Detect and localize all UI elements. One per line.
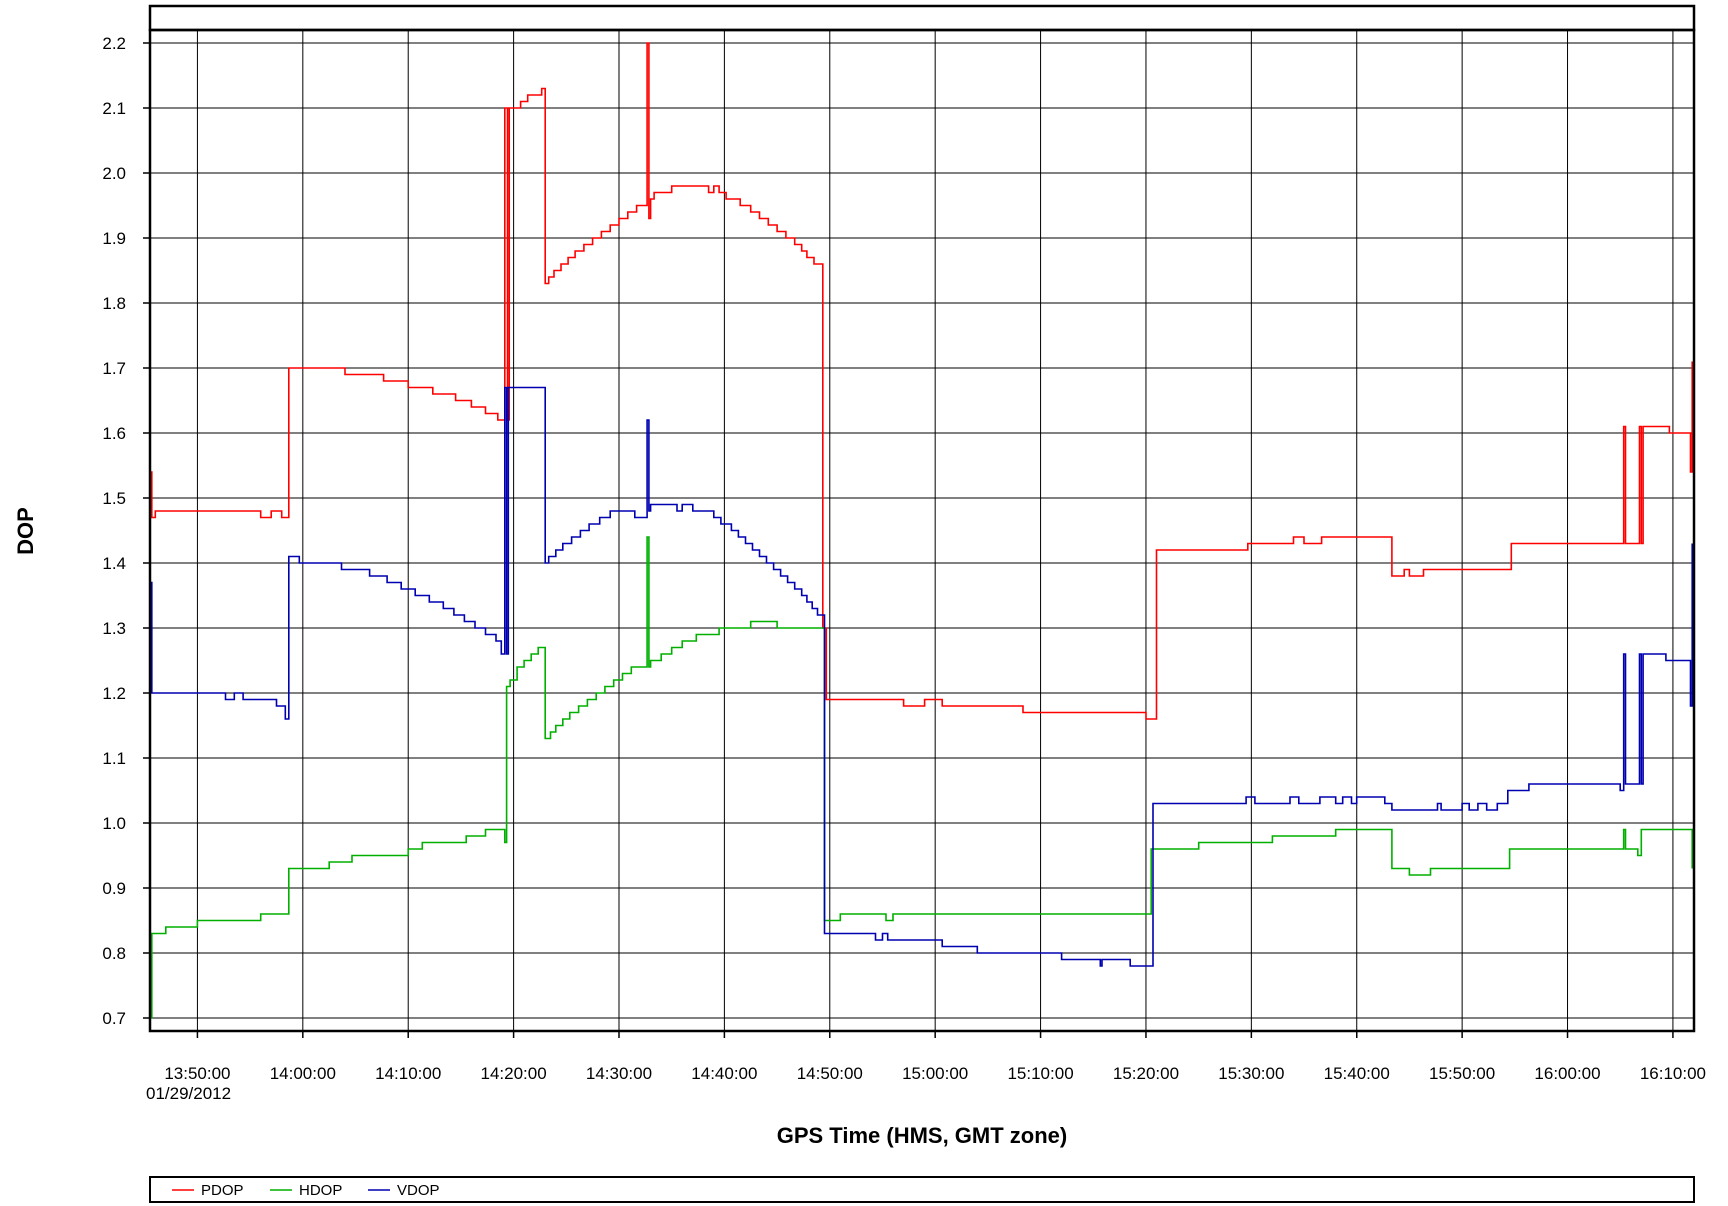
legend-label-pdop: PDOP	[201, 1182, 244, 1199]
x-tick-label: 14:10:00	[375, 1064, 441, 1083]
x-tick-label: 15:20:00	[1113, 1064, 1179, 1083]
y-axis-ticks: 0.7 0.8 0.9 1.0 1.1 1.2 1.3 1.4 1.5 1.6 1.7 1.8 1.9 2…	[102, 34, 150, 1028]
y-tick-label: 1.6	[102, 424, 126, 443]
y-tick-label: 1.4	[102, 554, 126, 573]
x-tick-label: 14:30:00	[586, 1064, 652, 1083]
x-tick-label: 15:00:00	[902, 1064, 968, 1083]
x-tick-label: 15:40:00	[1324, 1064, 1390, 1083]
legend-label-vdop: VDOP	[397, 1182, 440, 1199]
y-tick-label: 0.7	[102, 1009, 126, 1028]
x-tick-label: 13:50:00	[164, 1064, 230, 1083]
series-lines	[150, 42, 1693, 1019]
y-axis-title: DOP	[13, 507, 38, 555]
y-tick-label: 1.5	[102, 489, 126, 508]
y-tick-label: 1.9	[102, 229, 126, 248]
x-tick-label: 14:40:00	[691, 1064, 757, 1083]
top-banner-frame	[148, 4, 1696, 32]
y-tick-label: 1.3	[102, 619, 126, 638]
x-tick-label: 15:50:00	[1429, 1064, 1495, 1083]
x-tick-label: 14:00:00	[270, 1064, 336, 1083]
x-axis-ticks: 13:50:00 14:00:00 14:10:00 14:20:00 14:30:00…	[164, 1031, 1706, 1083]
series-line-hdop	[150, 536, 1693, 1019]
plot-frame	[148, 28, 1696, 1033]
x-tick-label: 15:10:00	[1007, 1064, 1073, 1083]
y-tick-label: 2.1	[102, 99, 126, 118]
y-tick-label: 0.8	[102, 944, 126, 963]
grid	[150, 30, 1694, 1031]
x-tick-label: 15:30:00	[1218, 1064, 1284, 1083]
x-tick-label: 14:20:00	[481, 1064, 547, 1083]
y-tick-label: 2.0	[102, 164, 126, 183]
series-line-vdop	[150, 386, 1693, 967]
y-tick-label: 1.7	[102, 359, 126, 378]
legend-box	[149, 1176, 1695, 1203]
legend-label-hdop: HDOP	[299, 1182, 342, 1199]
series-line-pdop	[150, 42, 1693, 720]
x-tick-label: 16:10:00	[1640, 1064, 1706, 1083]
y-tick-label: 1.2	[102, 684, 126, 703]
x-tick-label: 16:00:00	[1534, 1064, 1600, 1083]
legend: PDOP HDOP VDOP	[172, 1182, 440, 1199]
y-tick-label: 1.8	[102, 294, 126, 313]
x-axis-title: GPS Time (HMS, GMT zone)	[777, 1123, 1068, 1148]
y-tick-label: 0.9	[102, 879, 126, 898]
x-axis-date-label: 01/29/2012	[146, 1084, 231, 1103]
y-tick-label: 1.1	[102, 749, 126, 768]
y-tick-label: 1.0	[102, 814, 126, 833]
y-tick-label: 2.2	[102, 34, 126, 53]
x-tick-label: 14:50:00	[797, 1064, 863, 1083]
